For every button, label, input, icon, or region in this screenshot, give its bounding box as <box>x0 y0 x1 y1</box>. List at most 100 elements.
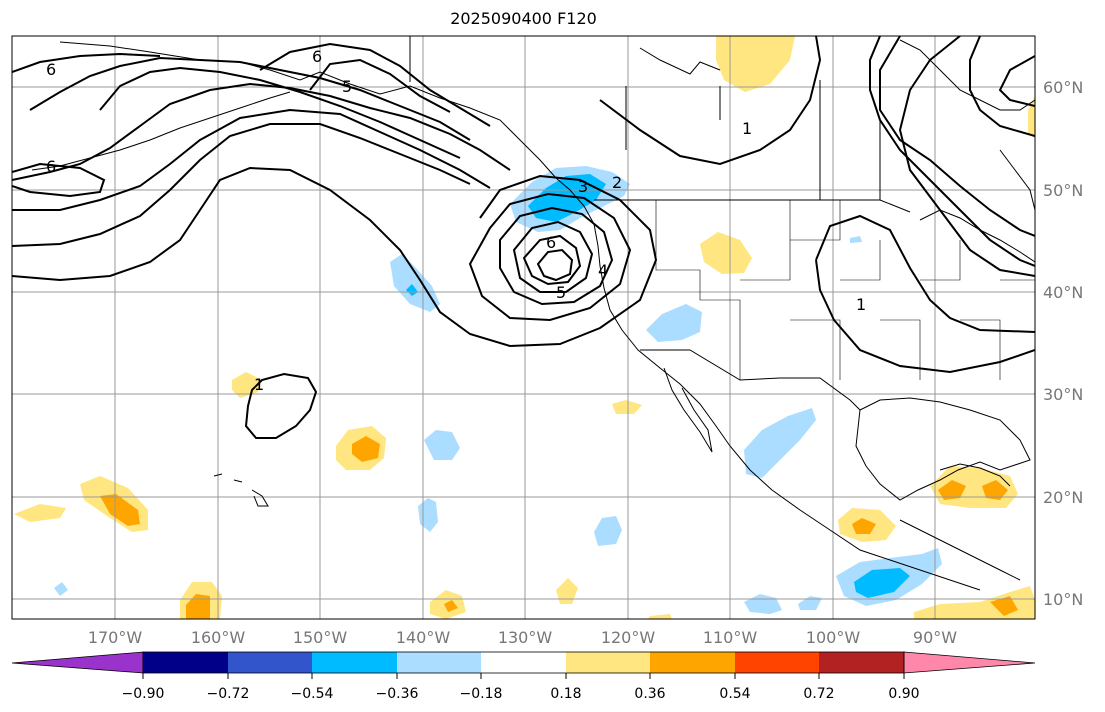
anomaly-negative-central-america-core <box>854 568 910 598</box>
colorbar-outline <box>142 651 905 674</box>
coastlines-borders <box>31 36 1035 591</box>
contour-gulf-alaska <box>259 42 491 127</box>
anomaly-positive-alaska-north <box>716 36 795 92</box>
colorbar-bin-3 <box>312 652 397 673</box>
coastline-central-america <box>899 519 1021 581</box>
contour-label-6-gulf-alaska: 6 <box>312 47 322 66</box>
contour-ridge-3 <box>12 82 511 181</box>
contour-ridge-4 <box>29 56 471 141</box>
contour-low-4 <box>512 220 594 293</box>
anomaly-negative-south-1 <box>744 594 782 614</box>
colorbar-tick-2: −0.72 <box>207 686 250 702</box>
border-canada-provinces <box>409 36 881 200</box>
anomaly-negative-pacific-ne-core <box>406 284 418 296</box>
contour-label-4-low: 4 <box>598 261 608 280</box>
colorbar-tick-1: −0.90 <box>122 686 165 702</box>
contour-ridge-5 <box>99 66 461 159</box>
anomaly-positive-caribbean-core-1 <box>938 480 966 500</box>
coastline-hudson-bay <box>899 39 1035 111</box>
anomaly-positive-central-pacific-core <box>352 436 380 462</box>
lon-label-160w: 160°W <box>191 628 246 647</box>
map-title: 2025090400 F120 <box>450 9 597 28</box>
anomaly-negative-pacific-south <box>418 498 438 532</box>
contour-low-5 <box>522 234 582 286</box>
coastline-west-us <box>593 223 981 591</box>
colorbar-extend-high <box>903 651 1036 674</box>
anomaly-positive-south-east-core <box>990 596 1018 616</box>
lat-label-50n: 50°N <box>1043 181 1083 200</box>
contour-labels: 6 6 5 6 2 3 6 5 4 1 1 1 <box>46 47 866 394</box>
anomaly-positive-south-2-core <box>444 600 458 612</box>
lon-label-140w: 140°W <box>396 628 451 647</box>
colorbar-tick-9: 0.72 <box>803 686 834 702</box>
lon-label-100w: 100°W <box>806 628 861 647</box>
contour-east-trough-3 <box>998 55 1035 107</box>
contour-label-1-midwest: 1 <box>856 295 866 314</box>
colorbar-tick-3: −0.54 <box>291 686 334 702</box>
contour-1-pacific <box>244 372 318 439</box>
anomaly-positive-small-pacific <box>232 372 262 398</box>
lon-label-90w: 90°W <box>913 628 957 647</box>
anomaly-positive-far-west <box>14 504 66 522</box>
border-us-mexico <box>640 349 861 411</box>
contour-1-east <box>898 36 1035 277</box>
contour-label-1-canada: 1 <box>742 119 752 138</box>
contour-low-3 <box>499 206 614 306</box>
lon-label-110w: 110°W <box>703 628 758 647</box>
height-anomaly-contours <box>12 36 1035 439</box>
contour-east-trough <box>869 36 1035 267</box>
lat-label-20n: 20°N <box>1043 488 1083 507</box>
colorbar-tick-10: 0.90 <box>888 686 919 702</box>
contour-east-trough-2 <box>969 36 1035 137</box>
colorbar-bin-8 <box>735 652 819 673</box>
contour-label-3-pnw: 3 <box>578 177 588 196</box>
anomaly-positive-colorado <box>700 232 752 274</box>
contour-ridge-1 <box>12 108 491 211</box>
colorbar-tick-5: −0.18 <box>460 686 503 702</box>
colorbar-bin-2 <box>228 652 312 673</box>
lat-label-40n: 40°N <box>1043 283 1083 302</box>
contour-6-west <box>12 162 106 198</box>
anomaly-negative-california <box>646 304 702 342</box>
anomaly-positive-caribbean-core-2 <box>982 480 1008 500</box>
contour-label-1-pacific: 1 <box>254 375 264 394</box>
coastline-arctic <box>639 47 721 75</box>
lat-label-60n: 60°N <box>1043 78 1083 97</box>
anomaly-negative-pacific-sw <box>594 516 622 546</box>
anomaly-negative-pacific-mid <box>424 430 460 460</box>
colorbar-tick-6: 0.18 <box>550 686 581 702</box>
state-borders <box>655 200 1035 380</box>
contour-label-5-alaska: 5 <box>342 77 352 96</box>
colorbar-bin-1 <box>143 652 228 673</box>
contour-label-2-pnw: 2 <box>612 173 622 192</box>
colorbar-bin-9 <box>819 652 904 673</box>
colorbar-bin-6 <box>566 652 650 673</box>
colorbar-tick-8: 0.54 <box>719 686 750 702</box>
anomaly-negative-pnw-small <box>574 186 590 198</box>
anomaly-negative-south-2 <box>798 596 822 610</box>
contour-low-6 <box>536 248 574 282</box>
anomaly-negative-small-west <box>54 582 68 596</box>
anomaly-positive-hawaii-sw-core <box>100 494 140 526</box>
colorbar: −0.90 −0.72 −0.54 −0.36 −0.18 0.18 0.36 … <box>11 651 1036 702</box>
lat-label-10n: 10°N <box>1043 590 1083 609</box>
colorbar-tick-4: −0.36 <box>376 686 419 702</box>
contour-6-top <box>12 52 161 73</box>
anomaly-negative-pacific-ne <box>390 254 440 312</box>
colorbar-bin-4 <box>397 652 481 673</box>
anomaly-positive-baja <box>612 400 642 414</box>
contour-ridge-2 <box>12 123 471 247</box>
map-frame <box>11 35 1036 620</box>
lon-label-170w: 170°W <box>88 628 143 647</box>
colorbar-bin-7 <box>650 652 735 673</box>
contour-low-2 <box>468 192 632 322</box>
contour-gulf-alaska-2 <box>309 58 451 113</box>
colorbar-bin-5 <box>481 652 566 673</box>
latitude-labels: 60°N 50°N 40°N 30°N 20°N 10°N <box>1043 78 1083 609</box>
coastline-aleutians <box>31 91 291 171</box>
coastline-gulf-mexico <box>855 397 1031 501</box>
coastline-cuba <box>939 463 1011 487</box>
contour-1-midwest <box>815 214 1035 374</box>
lon-label-120w: 120°W <box>601 628 656 647</box>
